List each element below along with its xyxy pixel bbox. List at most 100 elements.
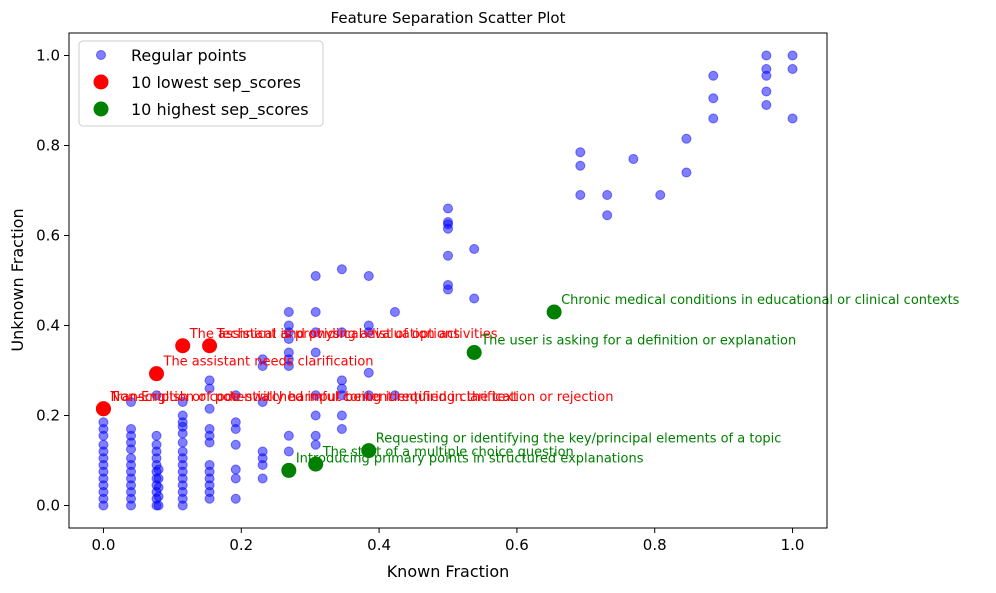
highest-sep-annotation: Requesting or identifying the key/princi… — [376, 432, 782, 447]
highest-sep-point — [308, 456, 324, 472]
highest-sep-point — [546, 304, 562, 320]
regular-point — [602, 190, 613, 200]
regular-point — [389, 307, 400, 317]
regular-point — [761, 100, 772, 110]
regular-point — [204, 424, 215, 434]
regular-point — [787, 113, 798, 124]
lowest-sep-annotation: The assistant needs clarification — [163, 355, 374, 370]
regular-point — [177, 437, 188, 448]
regular-point — [443, 217, 453, 227]
y-tick-label: 1.0 — [36, 47, 60, 65]
plot-frame — [68, 32, 828, 529]
regular-point — [575, 160, 586, 171]
lowest-sep-point — [175, 338, 191, 354]
regular-point — [283, 446, 294, 457]
y-tick-label: 0.0 — [36, 497, 60, 515]
regular-point — [153, 482, 164, 493]
regular-point — [126, 424, 137, 434]
legend-label-highest: 10 highest sep_scores — [131, 100, 309, 120]
regular-point — [257, 354, 268, 365]
y-axis-label: Unknown Fraction — [8, 208, 27, 351]
regular-point — [655, 190, 666, 200]
regular-point — [257, 397, 268, 407]
x-tick-label: 0.8 — [643, 536, 667, 554]
y-axis-ticks: 0.0 0.2 0.4 0.6 0.8 1.0 — [36, 47, 69, 515]
regular-point — [310, 390, 321, 401]
regular-point — [98, 417, 109, 428]
y-tick-label: 0.4 — [36, 317, 60, 335]
x-tick-label: 0.0 — [92, 536, 116, 554]
highest-sep-point — [281, 462, 297, 478]
regular-point — [153, 500, 164, 511]
regular-point — [708, 93, 719, 104]
regular-point — [389, 390, 400, 401]
regular-point — [153, 473, 164, 484]
regular-point — [363, 271, 374, 281]
highest-sep-point — [361, 443, 377, 459]
legend: Regular points 10 lowest sep_scores 10 h… — [78, 40, 324, 127]
regular-point — [310, 410, 321, 421]
regular-point — [575, 147, 586, 158]
regular-point — [363, 320, 374, 331]
annotation-layer: Transcription of potentially harmful con… — [109, 293, 959, 466]
regular-point — [177, 410, 188, 421]
regular-point — [177, 446, 188, 457]
regular-point — [310, 439, 321, 450]
regular-point — [177, 397, 188, 407]
x-tick-label: 0.4 — [367, 536, 391, 554]
regular-point — [310, 347, 321, 358]
regular-point — [257, 473, 268, 484]
regular-point — [336, 424, 347, 434]
regular-point — [708, 70, 719, 81]
x-axis-label: Known Fraction — [387, 562, 510, 581]
regular-point — [787, 64, 798, 74]
regular-point — [204, 460, 215, 470]
lowest-sep-point — [202, 338, 218, 354]
regular-point — [283, 307, 294, 317]
highest-sep-annotation: Introducing primary points in structured… — [296, 451, 644, 466]
regular-point — [787, 50, 798, 61]
highest-sep-annotation: The user is asking for a definition or e… — [480, 334, 796, 349]
regular-point — [681, 167, 692, 178]
legend-frame — [78, 40, 324, 127]
regular-point — [230, 473, 241, 484]
highest-sep-annotation: The start of a multiple choice question — [322, 445, 574, 460]
regular-point — [469, 293, 480, 304]
highest-sep-point — [466, 345, 482, 360]
lowest-sep-annotation: Non-English or code-switched input being… — [110, 390, 518, 405]
regular-point — [230, 493, 241, 504]
legend-marker-highest — [93, 101, 109, 117]
regular-point — [443, 280, 453, 290]
regular-point — [575, 190, 586, 200]
legend-marker-regular — [96, 50, 106, 60]
regular-point — [126, 453, 137, 464]
regular-point — [257, 446, 268, 457]
lowest-sep-point — [95, 401, 111, 417]
regular-point — [151, 430, 162, 441]
regular-point — [230, 417, 241, 428]
y-tick-label: 0.6 — [36, 227, 60, 245]
regular-point — [602, 210, 613, 221]
regular-point — [310, 307, 321, 317]
regular-point — [151, 390, 162, 401]
regular-point — [230, 439, 241, 450]
legend-marker-lowest — [93, 74, 109, 90]
regular-point — [153, 464, 164, 475]
regular-point — [761, 86, 772, 97]
regular-point — [230, 390, 241, 401]
lowest-sep-annotation: Technical and physical evaluation activi… — [216, 327, 498, 342]
regular-point — [443, 250, 453, 261]
regular-point — [283, 347, 294, 358]
regular-point — [283, 320, 294, 331]
legend-label-regular: Regular points — [131, 46, 247, 65]
regular-point — [230, 464, 241, 475]
regular-point — [283, 430, 294, 441]
regular-point — [310, 327, 321, 338]
regular-point — [443, 203, 453, 214]
regular-point — [628, 154, 639, 164]
x-axis-ticks: 0.0 0.2 0.4 0.6 0.8 1.0 — [92, 528, 804, 554]
regular-point — [153, 491, 164, 502]
regular-point — [363, 390, 374, 401]
regular-point — [151, 439, 162, 450]
